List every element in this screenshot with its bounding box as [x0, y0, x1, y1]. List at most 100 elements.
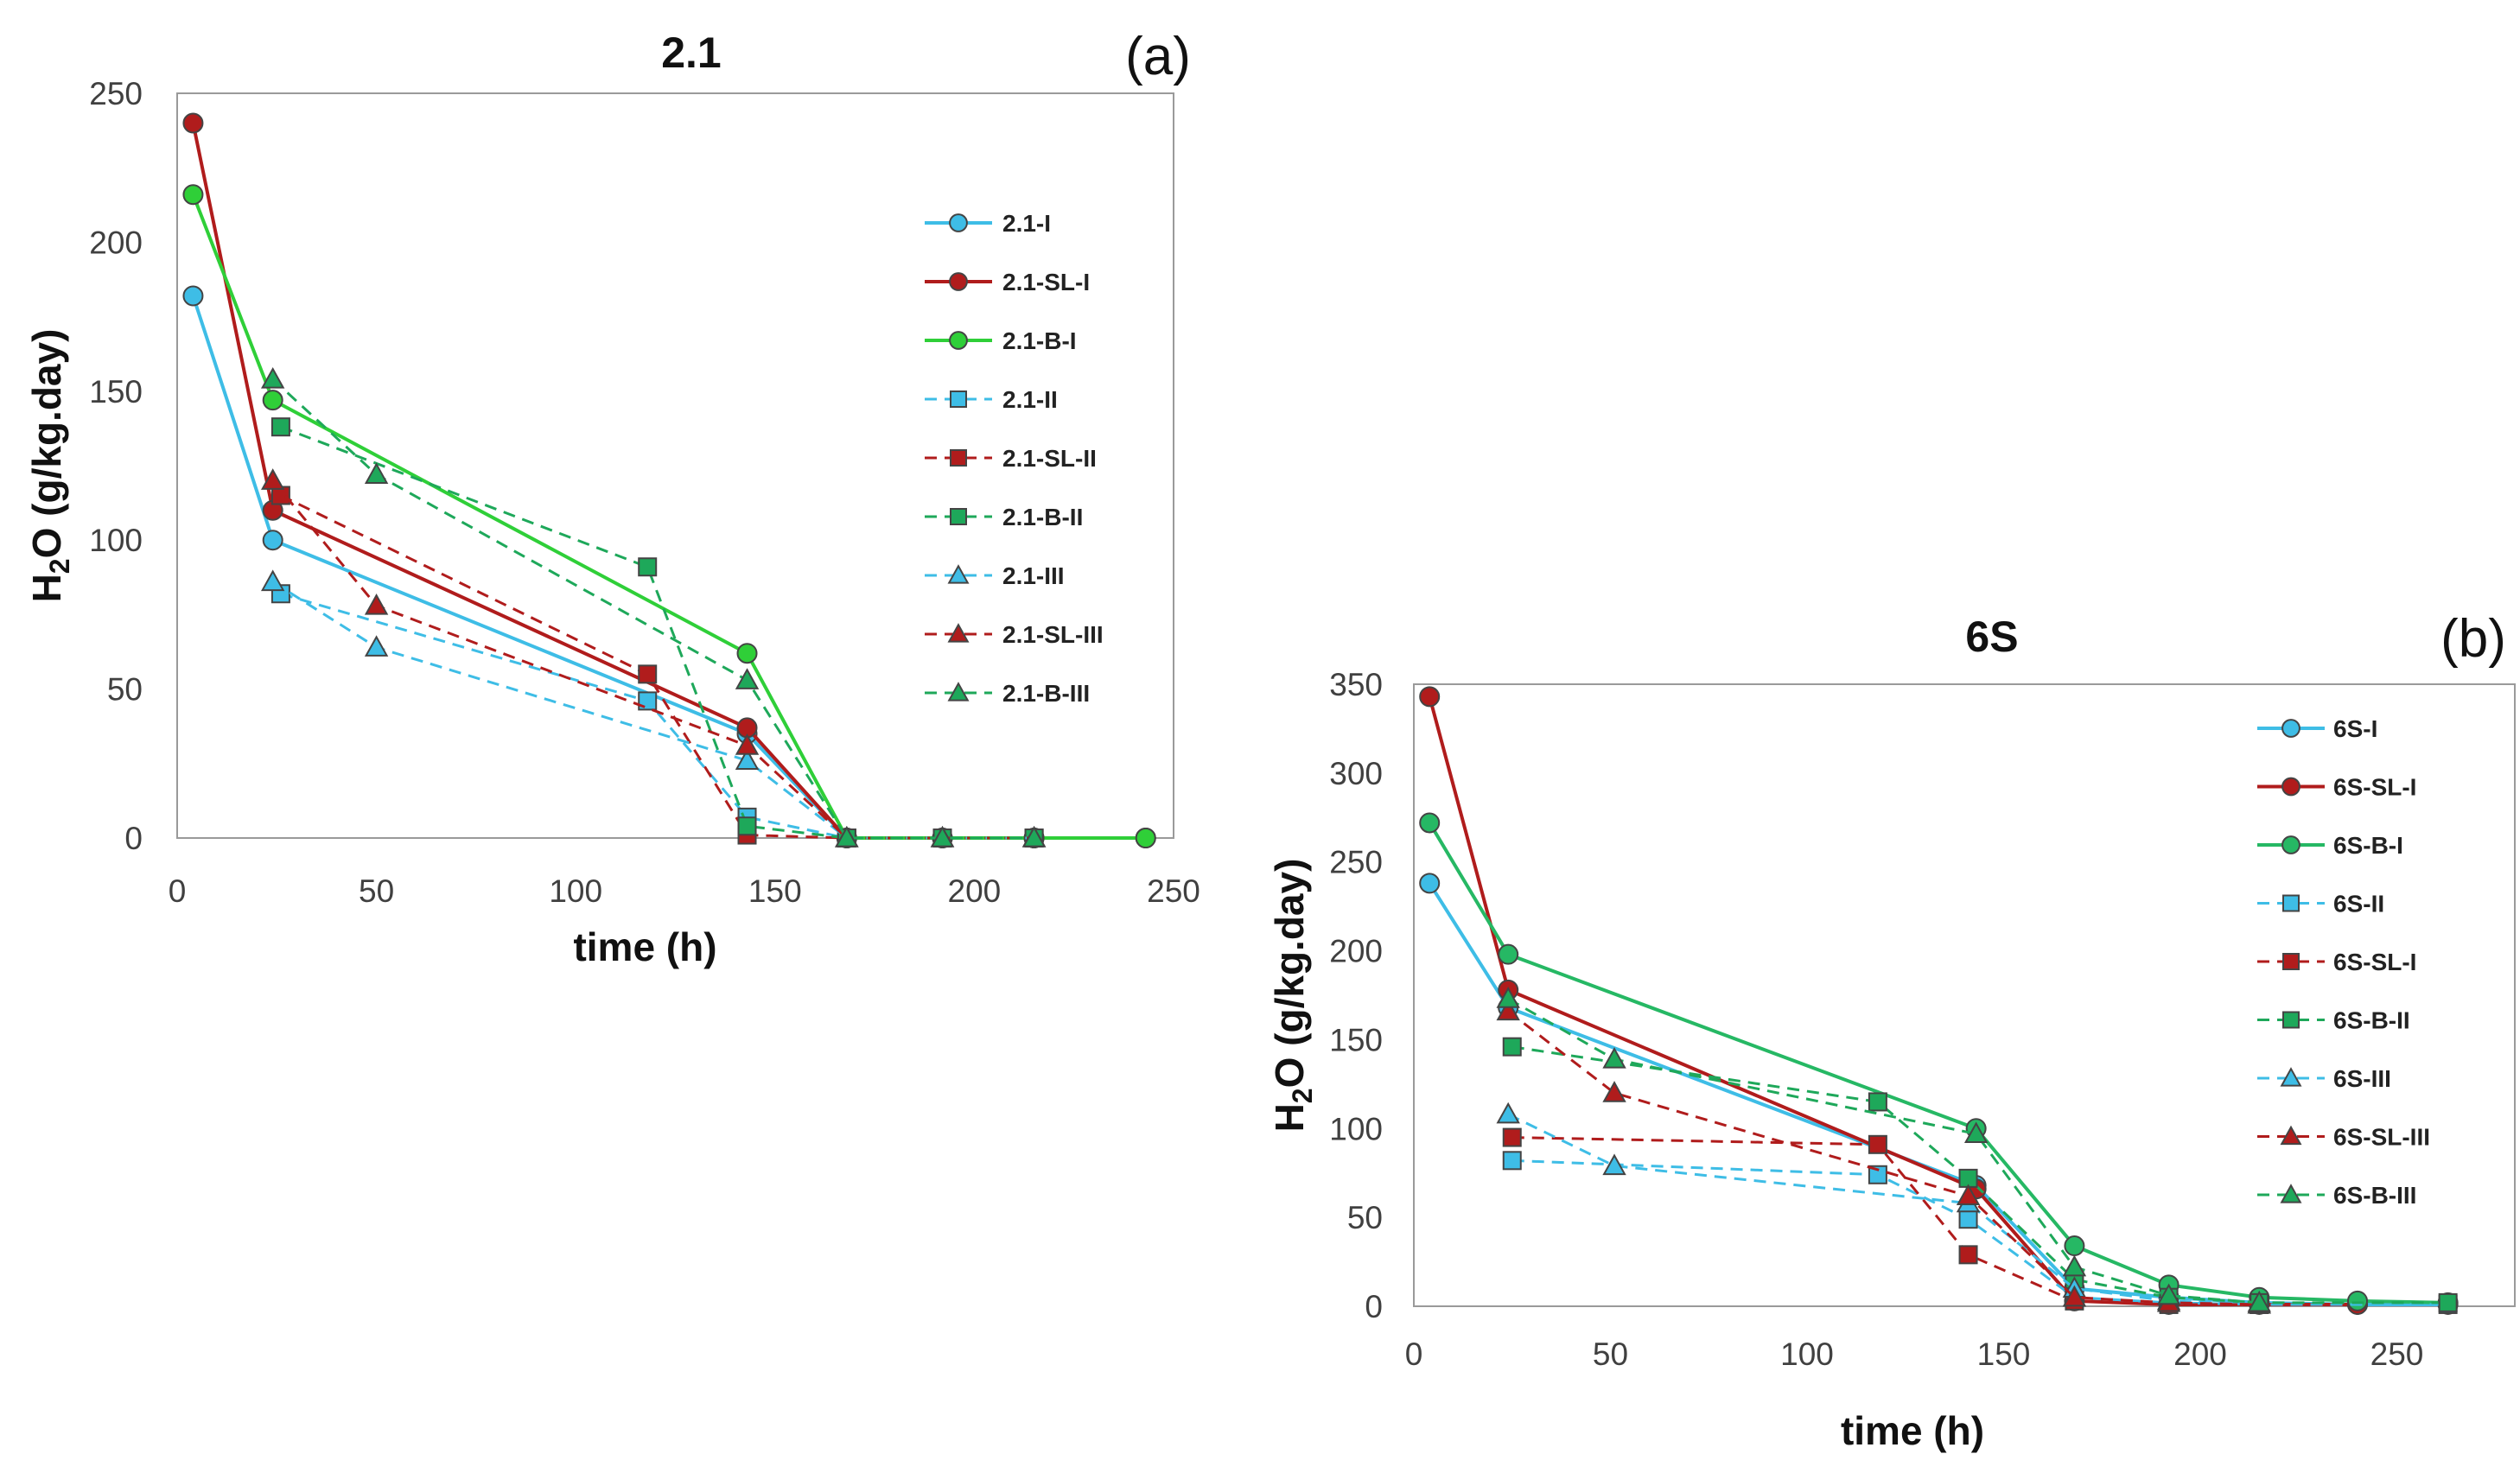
legend-item: 2.1-B-I — [925, 327, 1077, 354]
panel-label-a: (a) — [1125, 27, 1191, 86]
series-line — [1507, 1113, 2260, 1306]
data-point: 6S-B-I: 24, 198 — [1498, 943, 1519, 965]
y-tick-label: 100 — [89, 523, 143, 558]
x-tick-label: 200 — [948, 873, 1002, 909]
data-point: 6S-SL-I: 118, 91 — [1868, 1134, 1887, 1154]
legend-item: 6S-B-II — [2257, 1007, 2410, 1034]
y-axis-label: H2O (g/kg.day) — [1267, 859, 1318, 1133]
data-point: 2.1-SL-II: 118, 55 — [638, 664, 658, 684]
data-point: 2.1-B-II: 26, 138 — [270, 417, 290, 437]
data-point: 2.1-SL-III: 50, 78 — [364, 593, 389, 615]
data-point: 2.1-B-I: 143, 62 — [736, 643, 758, 664]
legend-label: 6S-B-I — [2333, 832, 2403, 859]
legend-swatch-marker — [949, 331, 968, 350]
data-point: 2.1-B-I: 4, 216 — [182, 184, 204, 206]
series-line — [280, 494, 1034, 840]
data-point: 6S-B-III: 168, 22 — [2062, 1254, 2087, 1277]
legend-swatch-marker — [2282, 894, 2300, 912]
legend-label: 6S-III — [2333, 1065, 2391, 1092]
chart-panel-b: 6S (b) 0 50 100 150 200 250 0 50 100 150 200 250 300… — [1267, 609, 2516, 1453]
legend-label: 6S-SL-I — [2333, 949, 2416, 975]
legend-label: 6S-B-II — [2333, 1007, 2410, 1034]
y-tick-label: 150 — [89, 374, 143, 410]
x-tick-label: 50 — [359, 873, 394, 909]
x-tick-label: 100 — [1780, 1336, 1834, 1372]
y-tick-label: 250 — [1329, 845, 1383, 880]
series-2.1-B-III: 2.1-B-III: 24, 154 2.1-B-III: 50, 122 2.1-… — [260, 366, 1047, 848]
legend-swatch-marker — [2282, 953, 2300, 970]
x-tick-label: 250 — [2370, 1336, 2424, 1372]
legend-swatch-marker — [950, 390, 967, 408]
x-tick-label: 100 — [549, 873, 602, 909]
legend-item: 6S-B-III — [2257, 1182, 2416, 1209]
legend-label: 6S-B-III — [2333, 1182, 2416, 1209]
x-axis-label: time (h) — [1841, 1408, 1984, 1453]
x-tick-label: 0 — [1405, 1336, 1423, 1372]
legend-label: 2.1-B-III — [1002, 680, 1090, 707]
legend-label: 2.1-B-II — [1002, 504, 1083, 530]
plot-area-a — [176, 92, 1174, 839]
legend-item: 2.1-B-II — [925, 504, 1083, 530]
legend-item: 6S-I — [2257, 715, 2377, 742]
data-point: 2.1-SL-III: 24, 120 — [260, 468, 285, 490]
data-point: 6S-B-III: 51, 139 — [1602, 1046, 1626, 1069]
y-tick-label: 300 — [1329, 756, 1383, 791]
legend-label: 6S-II — [2333, 891, 2384, 917]
data-point: 2.1-B-III: 168, 0 — [835, 825, 859, 848]
legend-swatch-marker — [2280, 1184, 2302, 1203]
data-point: 6S-SL-I: 141, 29 — [1958, 1245, 1978, 1265]
legend-swatch-marker — [949, 213, 968, 232]
data-point: 2.1-B-III: 24, 154 — [260, 366, 285, 389]
legend-swatch-marker — [947, 682, 970, 702]
data-point: 2.1-B-III: 192, 0 — [930, 825, 955, 848]
x-tick-label: 250 — [1147, 873, 1200, 909]
y-tick-label: 50 — [1347, 1200, 1383, 1235]
legend-swatch-marker — [950, 508, 967, 525]
series-line — [1507, 1010, 2260, 1306]
y-axis-label: H2O (g/kg.day) — [24, 329, 75, 603]
legend-item: 6S-III — [2257, 1065, 2391, 1092]
data-point: 2.1-III: 143, 26 — [735, 748, 760, 770]
legend-item: 6S-SL-I — [2257, 774, 2416, 801]
y-tick-label: 100 — [1329, 1111, 1383, 1146]
series-line — [280, 592, 1034, 840]
legend-item: 6S-SL-I — [2257, 949, 2416, 975]
legend-swatch-marker — [2281, 777, 2300, 797]
legend-item: 6S-II — [2257, 891, 2384, 917]
chart-title-a: 2.1 — [661, 29, 722, 77]
data-point: 6S-B-III: 215, 2 — [2247, 1290, 2271, 1312]
legend-swatch-marker — [950, 449, 967, 467]
data-point: 6S-B-III: 192, 6 — [2156, 1283, 2181, 1305]
legend-label: 6S-SL-I — [2333, 774, 2416, 801]
data-point: 2.1-B-I: 243, 0 — [1135, 828, 1156, 848]
data-point: 6S-SL-III: 168, 5 — [2062, 1285, 2087, 1307]
legend-label: 2.1-B-I — [1002, 327, 1077, 354]
series-line — [271, 378, 1034, 840]
y-tick-label: 0 — [124, 821, 143, 856]
legend-item: 2.1-B-III — [925, 680, 1090, 707]
legend-label: 2.1-III — [1002, 562, 1065, 589]
data-point: 6S-SL-I: 25, 95 — [1502, 1127, 1522, 1147]
legend-label: 2.1-SL-II — [1002, 445, 1097, 472]
data-point: 6S-SL-I: 4, 343 — [1419, 686, 1441, 708]
x-tick-label: 50 — [1593, 1336, 1628, 1372]
legend-item: 2.1-I — [925, 210, 1051, 237]
legend-item: 2.1-SL-I — [925, 269, 1090, 295]
data-point: 2.1-B-III: 50, 122 — [364, 462, 389, 484]
data-point: 6S-SL-III: 24, 166 — [1496, 999, 1520, 1021]
data-point: 2.1-I: 4, 182 — [182, 285, 204, 307]
x-axis-label: time (h) — [573, 924, 716, 969]
data-point: 6S-SL-III: 51, 120 — [1602, 1081, 1626, 1102]
legend-item: 2.1-II — [925, 386, 1058, 413]
data-point: 2.1-SL-I: 4, 240 — [182, 112, 204, 134]
data-point: 2.1-B-II: 143, 4 — [737, 816, 757, 836]
legend-swatch-marker — [2282, 1011, 2300, 1029]
legend-label: 2.1-SL-III — [1002, 621, 1104, 648]
y-tick-label: 150 — [1329, 1022, 1383, 1057]
series-line — [1507, 997, 2260, 1305]
legend-swatch-marker — [949, 272, 968, 291]
data-point: 2.1-III: 50, 64 — [364, 635, 389, 657]
data-point: 6S-B-I: 4, 272 — [1419, 812, 1441, 834]
